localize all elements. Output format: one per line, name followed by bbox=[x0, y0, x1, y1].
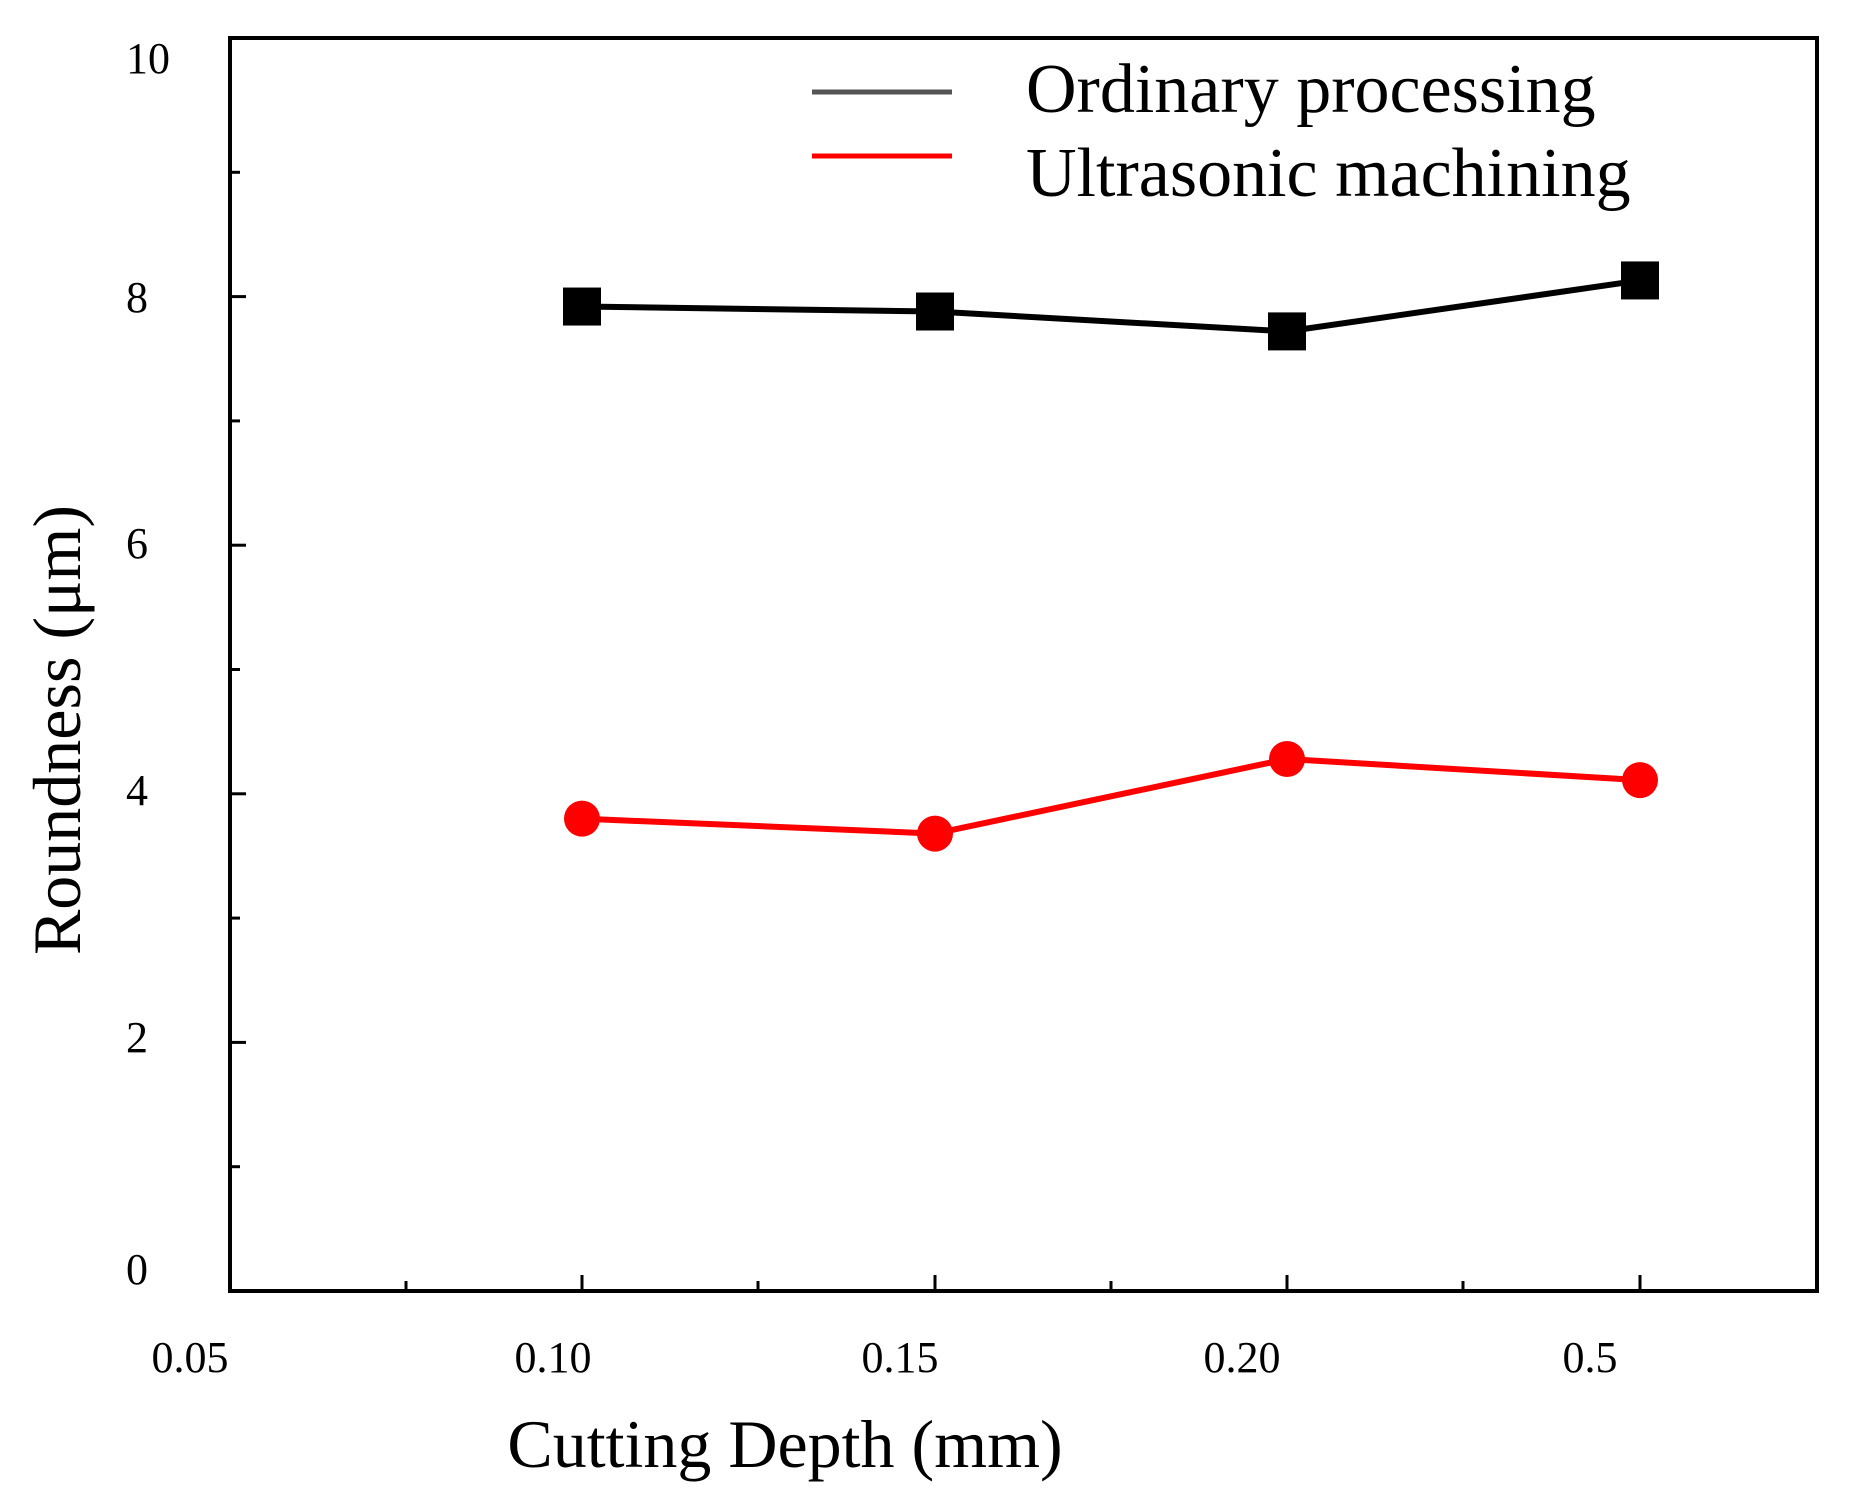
series-1 bbox=[564, 740, 1658, 852]
legend-label-ordinary: Ordinary processing bbox=[1026, 51, 1596, 128]
data-point-circle bbox=[564, 800, 600, 837]
y-tick-label: 2 bbox=[126, 1013, 148, 1062]
data-point-square bbox=[563, 287, 601, 326]
y-tick-label: 4 bbox=[126, 766, 148, 815]
data-point-square bbox=[1268, 312, 1306, 351]
y-tick-label: 10 bbox=[126, 34, 170, 83]
data-point-circle bbox=[1269, 740, 1305, 777]
series-0 bbox=[563, 261, 1659, 351]
legend-label-ultrasonic: Ultrasonic machining bbox=[1026, 135, 1631, 212]
y-tick-labels: 0 2 4 6 8 10 bbox=[126, 34, 170, 1294]
y-axis-title: Roundness (μm) bbox=[19, 505, 95, 955]
x-tick-label: 0.15 bbox=[862, 1333, 939, 1382]
y-tick-label: 8 bbox=[126, 273, 148, 322]
y-tick-label: 6 bbox=[126, 519, 148, 568]
legend: Ordinary processing Ultrasonic machining bbox=[812, 51, 1631, 212]
y-tick-label: 0 bbox=[126, 1245, 148, 1294]
x-tick-label: 0.5 bbox=[1563, 1333, 1618, 1382]
axis-ticks bbox=[230, 170, 1642, 1291]
x-tick-label: 0.10 bbox=[515, 1333, 592, 1382]
data-point-circle bbox=[1622, 762, 1658, 799]
x-axis-title: Cutting Depth (mm) bbox=[507, 1406, 1062, 1482]
series-line bbox=[581, 755, 1641, 837]
data-point-square bbox=[916, 292, 954, 331]
x-tick-label: 0.05 bbox=[152, 1333, 229, 1382]
x-tick-labels: 0.05 0.10 0.15 0.20 0.5 bbox=[152, 1333, 1618, 1382]
series-layer bbox=[563, 261, 1659, 852]
data-point-square bbox=[1621, 261, 1659, 300]
data-point-circle bbox=[917, 815, 953, 852]
series-line bbox=[581, 277, 1641, 335]
x-tick-label: 0.20 bbox=[1204, 1333, 1281, 1382]
plot-frame bbox=[228, 36, 1819, 1293]
